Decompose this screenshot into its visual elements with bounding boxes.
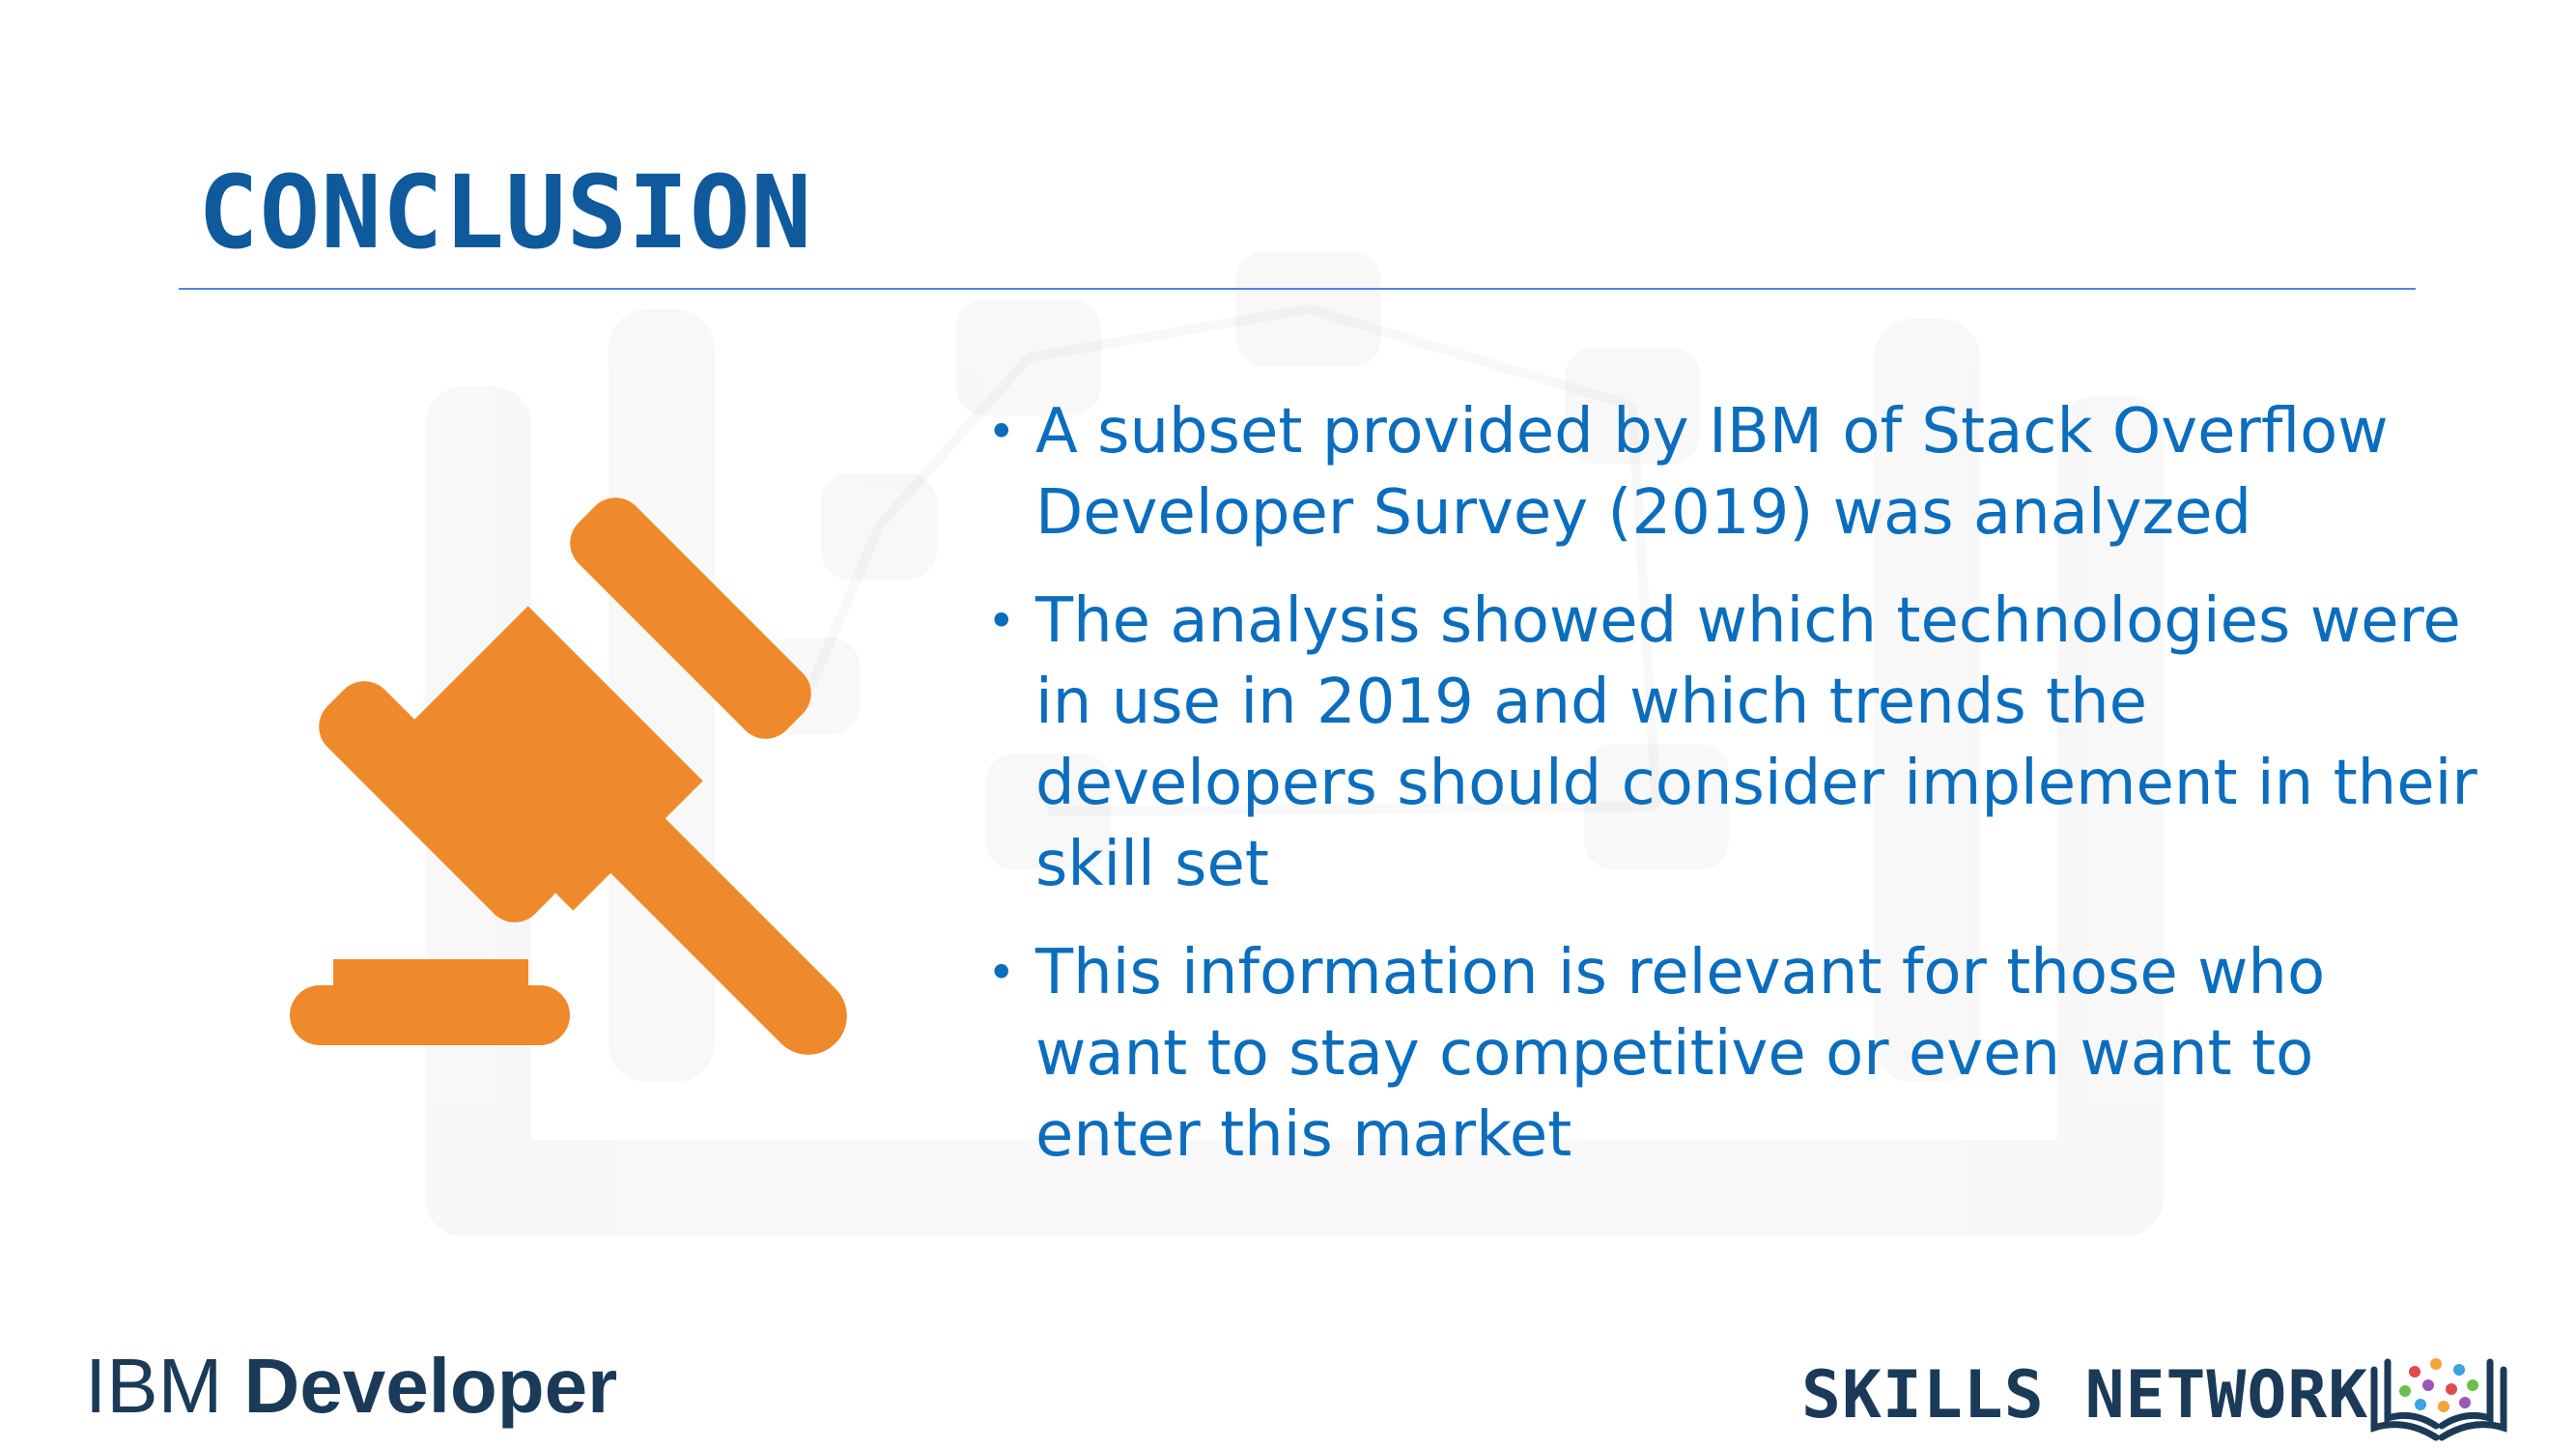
bullet-list: • A subset provided by IBM of Stack Over…	[976, 391, 2482, 1203]
bullet-item: • This information is relevant for those…	[976, 932, 2482, 1176]
bullet-text: A subset provided by IBM of Stack Overfl…	[1035, 396, 2389, 549]
ibm-developer-logo: IBM Developer	[85, 1338, 617, 1435]
skills-network-logo-text: SKILLS NETWORK	[1801, 1357, 2369, 1434]
gavel-icon	[290, 497, 847, 1055]
slide-title: CONCLUSION	[198, 154, 813, 271]
book-network-icon	[2370, 1358, 2507, 1441]
ibm-logo-text: IBM	[85, 1343, 244, 1429]
bullet-text: This information is relevant for those w…	[1035, 937, 2326, 1171]
title-divider	[179, 288, 2416, 290]
bullet-marker: •	[987, 404, 1016, 460]
bullet-item: • A subset provided by IBM of Stack Over…	[976, 391, 2482, 554]
bullet-text: The analysis showed which technologies w…	[1035, 585, 2477, 900]
bullet-marker: •	[987, 593, 1016, 649]
bullet-item: • The analysis showed which technologies…	[976, 581, 2482, 905]
developer-logo-text: Developer	[243, 1343, 618, 1429]
bullet-marker: •	[987, 945, 1016, 1001]
